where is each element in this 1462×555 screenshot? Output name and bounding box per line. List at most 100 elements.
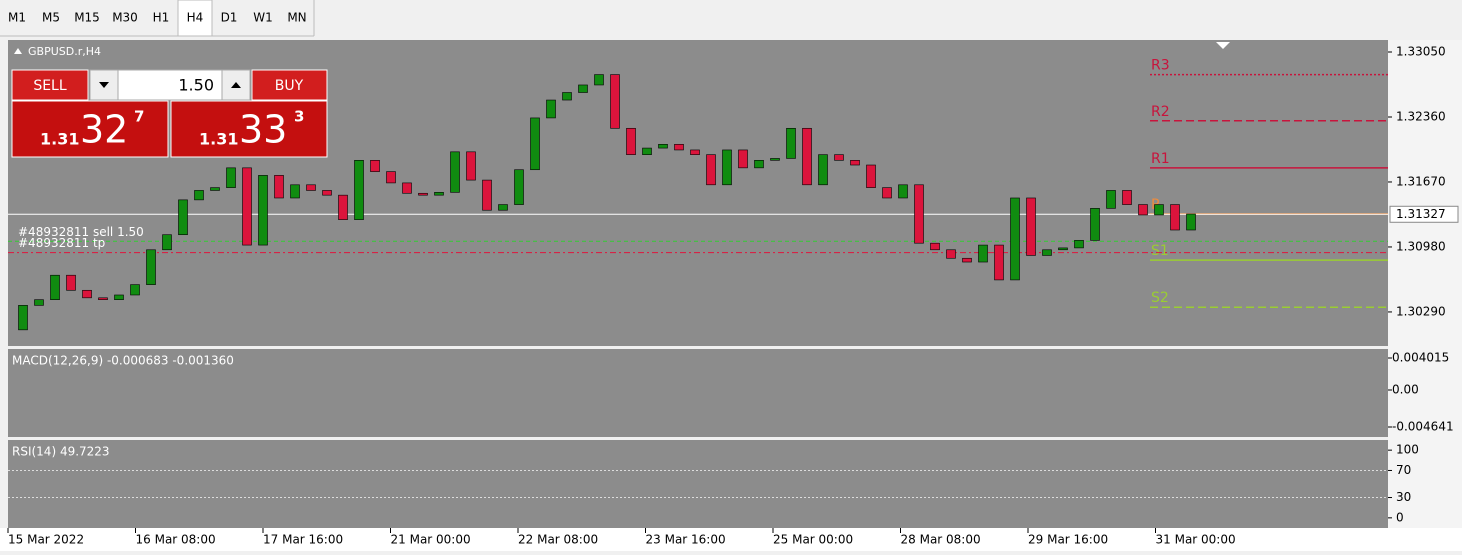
sell-label: SELL [33, 78, 67, 94]
candle-body [866, 164, 876, 188]
time-label: 28 Mar 08:00 [901, 533, 981, 547]
macd-tick-label: -0.004641 [1392, 419, 1454, 433]
sell-button[interactable] [11, 69, 89, 101]
bid-box[interactable] [11, 100, 169, 158]
down-arrow [99, 82, 109, 88]
bid-point: 7 [134, 108, 144, 126]
candle-body [1090, 208, 1100, 241]
candle-body [930, 242, 940, 251]
pivot-label: S2 [1151, 290, 1169, 306]
bid-big: 1.31 [40, 130, 79, 149]
timeframe-button[interactable]: MN [287, 11, 306, 25]
candle-body [898, 184, 908, 199]
candle-body [290, 184, 300, 199]
candle-body [434, 192, 444, 196]
timeframe-button[interactable]: W1 [253, 11, 273, 25]
candle-body [690, 149, 700, 155]
candle-body [466, 151, 476, 181]
candle-body [322, 190, 332, 196]
time-label: 29 Mar 16:00 [1028, 533, 1108, 547]
bid-pips: 32 [80, 108, 128, 152]
pivot-label: R3 [1151, 58, 1170, 74]
candle-body [338, 194, 348, 220]
candle-body [754, 160, 764, 169]
candle-body [1106, 190, 1116, 209]
candle-body [50, 274, 60, 300]
candle-body [194, 190, 204, 201]
candle-body [658, 144, 668, 149]
candle-body [210, 187, 220, 191]
price-tick-label: 1.30980 [1396, 239, 1446, 253]
candle-body [626, 127, 636, 155]
timeframe-button[interactable]: D1 [221, 11, 238, 25]
candle-body [274, 175, 284, 199]
candle-body [18, 305, 28, 331]
candle-body [146, 249, 156, 285]
ask-big: 1.31 [199, 130, 238, 149]
rsi-pane [8, 440, 1388, 528]
candle-body [1186, 213, 1196, 231]
candle-body [722, 149, 732, 186]
lot-value: 1.50 [178, 76, 214, 95]
price-axis [1388, 40, 1462, 528]
candle-body [1058, 247, 1068, 251]
candle-body [882, 187, 892, 199]
candle-body [306, 184, 316, 191]
ask-box[interactable] [170, 100, 328, 158]
rsi-tick-label: 70 [1396, 463, 1411, 477]
candle-body [738, 149, 748, 169]
timeframe-button[interactable]: M30 [112, 11, 138, 25]
candle-body [178, 199, 188, 236]
candle-body [418, 192, 428, 196]
rsi-tick-label: 0 [1396, 510, 1404, 524]
shift-marker [1216, 42, 1230, 49]
bid-tag [1389, 205, 1459, 223]
timeframe-button[interactable]: H4 [187, 11, 204, 25]
time-label: 31 Mar 00:00 [1156, 533, 1236, 547]
ask-point: 3 [294, 108, 304, 126]
candle-body [514, 169, 524, 205]
candle-body [946, 249, 956, 259]
candle-body [1170, 204, 1180, 231]
candle-body [546, 99, 556, 119]
rsi-label: RSI(14) 49.7223 [12, 445, 110, 459]
candle-body [242, 167, 252, 246]
toolbar [0, 0, 1462, 36]
timeframe-button[interactable]: M1 [8, 11, 26, 25]
candle-body [370, 160, 380, 172]
candle-body [1042, 249, 1052, 256]
candle-body [98, 297, 108, 300]
macd-tick-label: 0.004015 [1392, 350, 1449, 364]
candle-body [82, 289, 92, 299]
candle-body [450, 151, 460, 193]
buy-button[interactable] [251, 69, 328, 101]
candle-body [226, 167, 236, 188]
candle-body [1010, 197, 1020, 281]
pivot-label: R1 [1151, 151, 1170, 167]
order-label: #48932811 sell 1.50 [18, 225, 144, 239]
time-label: 22 Mar 08:00 [518, 533, 598, 547]
candle-body [914, 184, 924, 244]
timeframe-selected [177, 0, 213, 37]
timeframe-button[interactable]: M15 [74, 11, 100, 25]
ask-pips: 33 [239, 108, 287, 152]
candle-body [1154, 204, 1164, 216]
time-axis [0, 528, 1462, 551]
collapse-icon[interactable] [14, 48, 22, 54]
macd-pane [8, 349, 1388, 437]
candle-body [562, 92, 572, 101]
candle-body [162, 234, 172, 251]
timeframe-button[interactable]: M5 [42, 11, 60, 25]
timeframe-button[interactable]: H1 [153, 11, 170, 25]
candle-body [818, 154, 828, 186]
candle-body [130, 284, 140, 296]
candle-body [962, 257, 972, 263]
candle-body [978, 244, 988, 263]
candle-body [1122, 190, 1132, 205]
buy-label: BUY [275, 78, 304, 94]
macd-label: MACD(12,26,9) -0.000683 -0.001360 [12, 354, 234, 368]
order-label: #48932811 tp [18, 236, 105, 250]
candle-body [594, 74, 604, 86]
candle-body [482, 179, 492, 211]
